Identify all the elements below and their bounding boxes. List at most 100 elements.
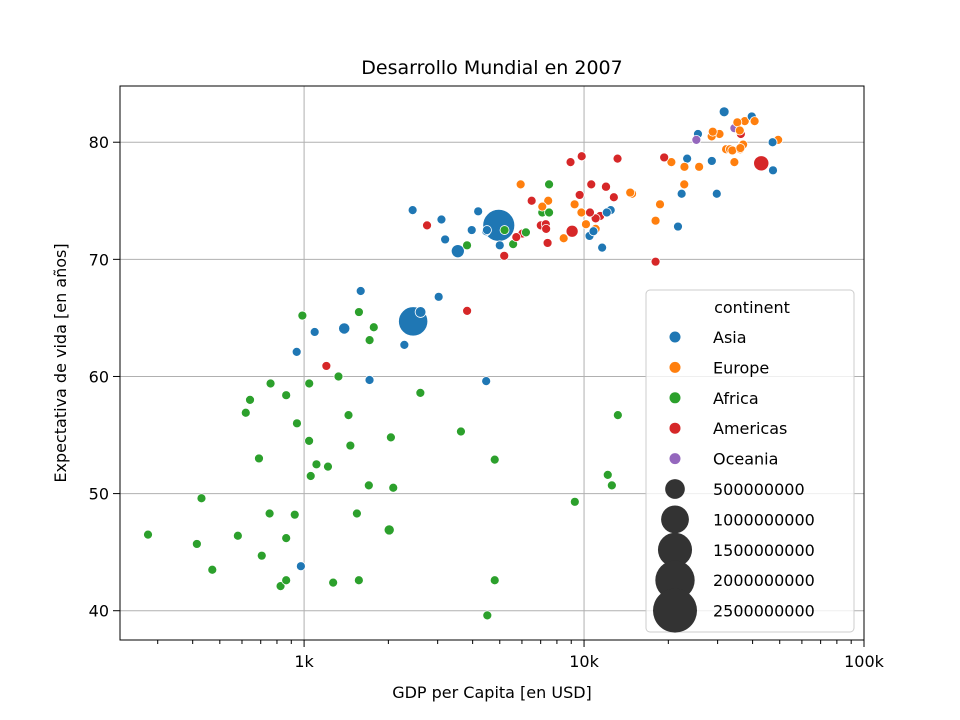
data-point-africa (352, 508, 362, 519)
data-point-africa (354, 307, 364, 317)
data-point-africa (245, 394, 255, 405)
data-point-africa (323, 461, 333, 472)
data-point-americas (650, 256, 661, 267)
data-point-asia (481, 376, 492, 387)
data-point-africa (462, 240, 472, 251)
x-tick-label: 1k (294, 652, 314, 671)
data-point-americas (565, 224, 579, 238)
legend-size-label: 1000000000 (713, 510, 815, 529)
data-point-europe (735, 143, 746, 153)
data-point-africa (353, 575, 364, 586)
data-point-europe (569, 199, 580, 210)
data-point-asia (718, 106, 730, 118)
data-point-asia (414, 306, 427, 318)
data-point-africa (311, 459, 322, 470)
data-point-asia (706, 156, 717, 166)
data-points (143, 106, 784, 621)
data-point-asia (295, 561, 306, 572)
data-point-africa (521, 227, 531, 238)
data-point-africa (305, 471, 316, 481)
chart-title: Desarrollo Mundial en 2007 (361, 57, 622, 79)
data-point-asia (440, 234, 451, 245)
data-point-africa (363, 480, 374, 491)
data-point-africa (281, 390, 292, 401)
legend-label-europe: Europe (713, 358, 769, 377)
data-point-americas (601, 181, 611, 192)
data-point-asia (399, 339, 410, 350)
legend-size-marker (653, 588, 697, 633)
legend-size-marker (661, 505, 689, 534)
axis-ticks: 1k 10k 100k 40 50 60 70 80 (89, 133, 885, 671)
data-point-europe (655, 199, 665, 210)
y-tick-label: 60 (89, 367, 109, 386)
data-point-asia (597, 242, 608, 253)
data-point-europe (543, 195, 554, 206)
data-point-europe (576, 207, 587, 218)
data-point-africa (264, 508, 275, 519)
data-point-africa (612, 410, 623, 421)
legend-label-africa: Africa (713, 389, 759, 408)
data-point-americas (321, 361, 332, 371)
data-point-americas (422, 220, 432, 231)
data-point-americas (586, 179, 597, 190)
data-point-asia (338, 322, 351, 335)
data-point-asia (450, 244, 465, 259)
y-tick-label: 50 (89, 485, 109, 504)
data-point-africa (196, 493, 207, 504)
data-point-africa (191, 539, 202, 549)
data-point-asia (436, 214, 447, 225)
data-point-asia (482, 225, 492, 235)
data-point-asia (676, 188, 687, 199)
data-point-europe (650, 215, 661, 226)
data-point-africa (383, 524, 395, 536)
data-point-americas (659, 152, 670, 163)
data-point-americas (511, 232, 522, 242)
x-tick-label: 10k (569, 652, 599, 671)
data-point-europe (537, 201, 548, 212)
plot-frame (119, 85, 865, 641)
data-point-europe (679, 161, 690, 172)
data-point-americas (574, 190, 585, 200)
data-point-africa (143, 529, 153, 540)
data-point-asia (309, 327, 320, 337)
legend-size-label: 500000000 (713, 480, 805, 499)
data-point-asia (767, 137, 778, 148)
data-point-europe (581, 219, 591, 230)
data-point-africa (345, 440, 356, 451)
legend-label-oceania: Oceania (713, 450, 778, 469)
data-point-europe (679, 179, 690, 190)
data-point-africa (281, 575, 292, 586)
data-point-africa (606, 480, 617, 491)
legend: continent Asia Europe Africa Americas Oceania… (645, 289, 855, 633)
legend-size-marker (657, 532, 693, 567)
legend-box (645, 289, 855, 633)
data-point-asia (364, 375, 375, 385)
data-point-europe (515, 179, 526, 190)
data-point-americas (576, 151, 587, 162)
y-axis-title: Expectativa de vida [en años] (51, 243, 70, 482)
data-point-africa (333, 371, 344, 382)
data-point-africa (240, 407, 251, 418)
data-point-europe (729, 157, 740, 168)
data-point-europe (732, 117, 743, 128)
data-point-europe (694, 161, 705, 172)
data-point-americas (612, 153, 623, 164)
y-tick-label: 80 (89, 133, 109, 152)
data-point-asia (588, 226, 599, 237)
data-point-americas (753, 155, 770, 172)
data-point-asia (407, 205, 418, 216)
data-point-africa (254, 453, 264, 464)
data-point-asia (494, 240, 505, 251)
data-point-americas (585, 207, 595, 218)
data-point-europe (749, 116, 760, 127)
data-point-americas (499, 250, 510, 261)
data-point-africa (569, 496, 580, 507)
data-point-africa (275, 581, 286, 592)
data-point-americas (462, 305, 473, 316)
data-point-asia (291, 346, 302, 357)
legend-size-label: 2500000000 (713, 602, 815, 621)
data-point-americas (542, 238, 553, 248)
data-point-africa (364, 335, 375, 346)
data-point-europe (727, 145, 738, 156)
